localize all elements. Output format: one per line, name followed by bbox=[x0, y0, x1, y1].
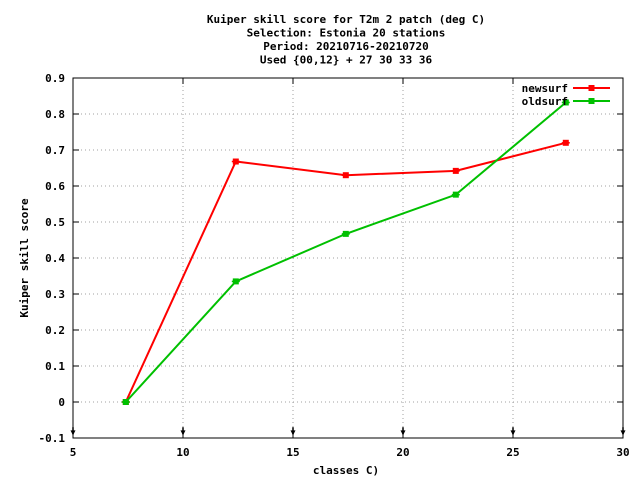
y-tick-label: 0.2 bbox=[45, 324, 65, 337]
x-axis: 5 10 15 20 25 30 bbox=[70, 78, 630, 459]
x-tick-label: 15 bbox=[286, 446, 299, 459]
y-tick-label: 0.5 bbox=[45, 216, 65, 229]
data-series bbox=[121, 99, 570, 405]
plot-frame bbox=[72, 77, 624, 439]
y-tick-label: 0.1 bbox=[45, 360, 65, 373]
chart-title: Kuiper skill score for T2m 2 patch (deg … bbox=[207, 13, 485, 67]
x-tick-label: 30 bbox=[616, 446, 629, 459]
bottom-arrow-head bbox=[290, 430, 296, 436]
x-axis-label: classes C) bbox=[313, 464, 379, 477]
y-tick-label: 0.9 bbox=[45, 72, 65, 85]
bottom-arrow-head bbox=[510, 430, 516, 436]
y-tick-label: 0.6 bbox=[45, 180, 65, 193]
legend-marker-oldsurf bbox=[588, 98, 595, 104]
bottom-arrow-head bbox=[70, 430, 76, 436]
x-tick-label: 5 bbox=[70, 446, 77, 459]
x-tick-label: 10 bbox=[176, 446, 189, 459]
y-tick-label: -0.1 bbox=[39, 432, 66, 445]
x-tick-label: 25 bbox=[506, 446, 519, 459]
y-tick-label: 0.4 bbox=[45, 252, 65, 265]
y-tick-label: 0 bbox=[58, 396, 65, 409]
plot-border bbox=[72, 77, 624, 439]
legend-label-oldsurf: oldsurf bbox=[522, 95, 568, 108]
y-tick-label: 0.3 bbox=[45, 288, 65, 301]
bottom-arrow-head bbox=[620, 430, 626, 436]
y-axis: -0.1 0 0.1 0.2 0.3 0.4 0.5 0.6 0.7 0.8 0.9 bbox=[39, 72, 623, 445]
y-axis-label: Kuiper skill score bbox=[18, 198, 31, 318]
bottom-arrow-head bbox=[180, 430, 186, 436]
legend-label-newsurf: newsurf bbox=[522, 82, 568, 95]
y-tick-label: 0.8 bbox=[45, 108, 65, 121]
bottom-arrow-head bbox=[400, 430, 406, 436]
bottom-arrows bbox=[70, 427, 626, 436]
title-line-2: Selection: Estonia 20 stations bbox=[247, 27, 446, 40]
series-line-oldsurf bbox=[125, 101, 567, 403]
y-tick-label: 0.7 bbox=[45, 144, 65, 157]
series-line-newsurf bbox=[124, 141, 567, 403]
title-line-3: Period: 20210716-20210720 bbox=[263, 40, 429, 53]
title-line-4: Used {00,12} + 27 30 33 36 bbox=[260, 54, 433, 67]
grid-lines bbox=[73, 78, 623, 438]
title-line-1: Kuiper skill score for T2m 2 patch (deg … bbox=[207, 13, 485, 26]
legend-marker-newsurf bbox=[588, 85, 595, 91]
x-tick-label: 20 bbox=[396, 446, 409, 459]
